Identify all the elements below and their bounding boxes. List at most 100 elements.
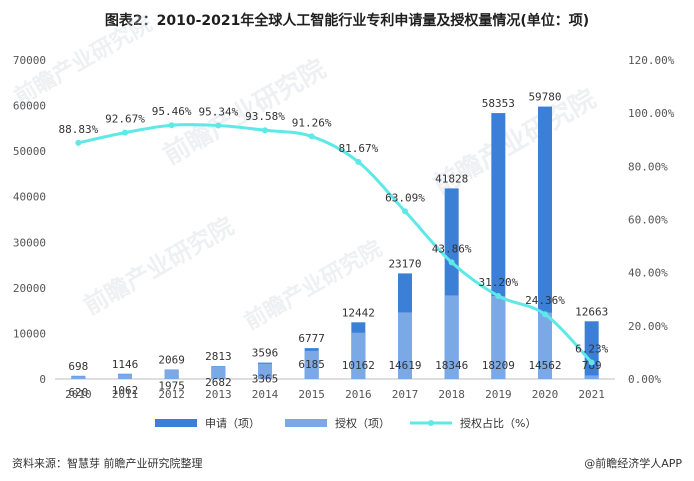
legend-label: 申请（项） — [205, 417, 260, 430]
share-point — [495, 293, 502, 300]
share-label: 88.83% — [58, 123, 98, 136]
label-grants: 6185 — [298, 358, 325, 371]
right-axis-tick: 40.00% — [628, 267, 668, 280]
share-point — [168, 122, 175, 129]
brand-credit: @前瞻经济学人APP — [584, 457, 682, 470]
bar-grants — [584, 375, 599, 379]
label-applications: 12442 — [342, 306, 375, 319]
right-axis-tick: 60.00% — [628, 214, 668, 227]
share-point — [308, 133, 315, 140]
legend-swatch — [285, 419, 327, 427]
right-axis-tick: 100.00% — [628, 107, 675, 120]
share-line — [78, 123, 593, 364]
bar-grants — [71, 376, 86, 379]
label-applications: 698 — [68, 360, 88, 373]
label-grants: 789 — [582, 359, 602, 372]
label-grants: 14562 — [528, 359, 561, 372]
legend-swatch — [155, 419, 197, 427]
right-axis-ticks: 0.00% 20.00% 40.00% 60.00% 80.00% 100.00% 120.… — [628, 54, 675, 386]
label-grants: 18209 — [482, 359, 515, 372]
left-axis-tick: 70000 — [13, 54, 46, 67]
bar-grants — [304, 350, 319, 379]
label-grants: 2682 — [205, 376, 232, 389]
bar-applications — [584, 321, 599, 379]
share-point — [588, 359, 595, 366]
bar-grants — [351, 332, 366, 379]
label-applications: 1146 — [112, 358, 139, 371]
left-axis-tick: 30000 — [13, 236, 46, 249]
x-axis-tick: 2017 — [392, 388, 419, 401]
share-point — [355, 158, 362, 165]
legend: 申请（项） 授权（项） 授权占比（%） — [155, 416, 536, 430]
share-point — [122, 129, 128, 136]
left-axis-tick: 40000 — [13, 191, 46, 204]
left-axis-tick: 60000 — [13, 100, 46, 113]
x-axis-ticks: 2010 2011 2012 2013 2014 2015 2016 2017 2018 2019… — [65, 388, 605, 401]
share-line-group: 88.83% 92.67% 95.46% 95.34% 93.58% 91.26% 81.6… — [58, 105, 609, 366]
left-axis-tick: 50000 — [13, 145, 46, 158]
label-grants: 14619 — [388, 359, 421, 372]
x-axis-tick: 2014 — [252, 388, 279, 401]
x-axis-tick: 2011 — [112, 388, 139, 401]
bar-grants — [444, 295, 459, 379]
x-axis-tick: 2012 — [158, 388, 185, 401]
share-label: 6.23% — [575, 342, 608, 355]
bars: 698 620 1146 1062 2069 1975 2813 2682 3596 3365 67… — [68, 91, 608, 399]
label-grants: 1975 — [158, 380, 185, 393]
legend-swatch-point — [428, 420, 434, 426]
bar-grants — [398, 312, 412, 379]
left-axis-tick: 0 — [39, 373, 46, 386]
bar-grants — [118, 374, 132, 379]
label-applications: 2069 — [158, 354, 185, 367]
x-axis-tick: 2021 — [578, 388, 605, 401]
share-label: 63.09% — [385, 191, 425, 204]
share-label: 92.67% — [105, 113, 145, 126]
share-point — [542, 311, 548, 318]
x-axis-tick: 2010 — [65, 388, 92, 401]
source-note: 资料来源：智慧芽 前瞻产业研究院整理 — [12, 457, 203, 470]
share-point — [448, 259, 455, 266]
x-axis-tick: 2018 — [438, 388, 465, 401]
share-label: 95.46% — [152, 105, 192, 118]
x-axis-tick: 2019 — [485, 388, 512, 401]
right-axis-tick: 120.00% — [628, 54, 675, 67]
label-applications: 12663 — [575, 305, 608, 318]
share-label: 43.86% — [432, 242, 472, 255]
left-axis-tick: 10000 — [13, 327, 46, 340]
bar-grants — [491, 296, 506, 379]
label-grants: 18346 — [435, 359, 468, 372]
right-axis-tick: 0.00% — [628, 373, 661, 386]
bar-grants — [211, 366, 226, 379]
label-applications: 58353 — [482, 97, 515, 110]
watermark-text: 前瞻产业研究院 — [79, 212, 238, 320]
share-label: 81.67% — [338, 142, 378, 155]
label-applications: 3596 — [252, 347, 279, 360]
x-axis-tick: 2020 — [532, 388, 559, 401]
share-label: 31.20% — [478, 276, 518, 289]
label-grants: 1062 — [112, 384, 139, 397]
x-axis-tick: 2013 — [205, 388, 232, 401]
share-point — [402, 208, 408, 215]
label-grants: 3365 — [252, 373, 279, 386]
share-point — [262, 127, 268, 134]
chart-title: 图表2：2010-2021年全球人工智能行业专利申请量及授权量情况(单位：项) — [104, 13, 590, 29]
bar-grants — [164, 369, 179, 379]
share-label: 24.36% — [525, 294, 565, 307]
share-point — [75, 139, 82, 146]
label-grants: 620 — [68, 386, 88, 399]
right-axis-tick: 80.00% — [628, 160, 668, 173]
legend-label: 授权占比（%） — [460, 416, 536, 430]
right-axis-tick: 20.00% — [628, 320, 668, 333]
label-applications: 2813 — [205, 350, 232, 363]
watermark-text: 前瞻产业研究院 — [240, 236, 386, 336]
share-label: 93.58% — [245, 110, 285, 123]
label-applications: 6777 — [298, 332, 325, 345]
share-point — [215, 122, 222, 129]
label-applications: 23170 — [388, 257, 421, 270]
x-axis-tick: 2016 — [345, 388, 372, 401]
label-applications: 41828 — [435, 172, 468, 185]
bar-grants — [538, 312, 552, 379]
label-grants: 10162 — [342, 359, 375, 372]
share-label: 95.34% — [198, 106, 238, 119]
